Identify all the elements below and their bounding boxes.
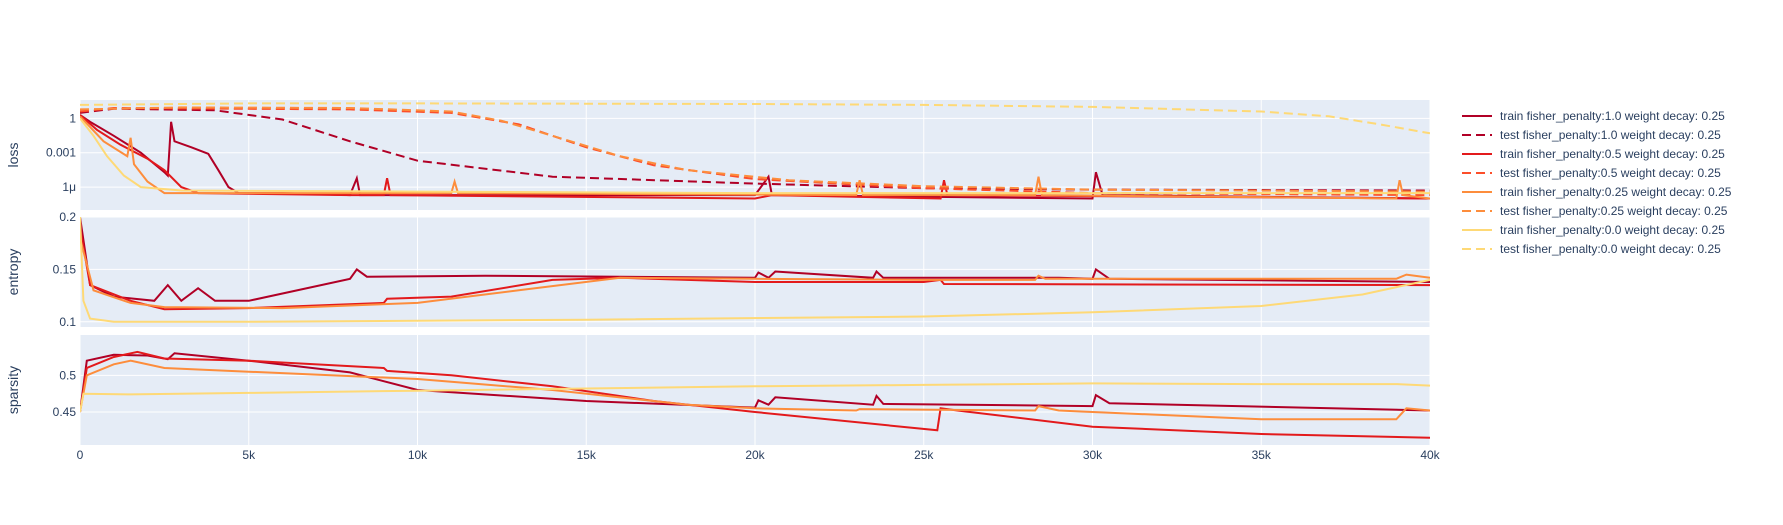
series-4-loss-line [80,115,1430,200]
x-tick-label: 25k [914,448,934,462]
x-axis-ticks: 0 5k 10k 15k 20k 25k 30k 35k 40k [77,448,1441,462]
y-axis-label-loss: loss [5,143,21,168]
x-tick-label: 35k [1252,448,1272,462]
series-6-sparsity-line [80,382,1430,413]
y-axis-label-entropy: entropy [5,249,21,296]
y-axis-labels: loss entropy sparsity [5,143,21,415]
series-layer [80,102,1430,439]
x-tick-label: 10k [408,448,428,462]
y-tick-label: 0.2 [59,210,76,224]
legend-item-label: test fisher_penalty:0.0 weight decay: 0.… [1500,242,1721,256]
series-6-loss-line [80,117,1430,195]
legend-item-label: test fisher_penalty:0.25 weight decay: 0… [1500,204,1728,218]
x-tick-label: 0 [77,448,84,462]
series-2-sparsity-line [80,350,1430,439]
y-axis-label-sparsity: sparsity [5,366,21,414]
y-axis-ticks: 1 0.001 1μ 0.2 0.15 0.1 0.5 0.45 [46,111,76,419]
series-4-sparsity-line [80,359,1430,421]
legend-item-label: test fisher_penalty:0.5 weight decay: 0.… [1500,166,1721,180]
legend-item-label: train fisher_penalty:0.0 weight decay: 0… [1500,223,1725,237]
y-tick-label: 0.15 [53,262,77,276]
series-7-loss-line [80,102,1430,135]
series-6-entropy-line [80,217,1430,323]
x-tick-label: 20k [745,448,765,462]
series-3-loss-line [80,106,1430,197]
series-1-loss-line [80,107,1430,192]
x-tick-label: 15k [577,448,597,462]
legend-item-label: train fisher_penalty:0.25 weight decay: … [1500,185,1732,199]
y-tick-label: 0.001 [46,146,76,160]
y-tick-label: 0.5 [59,368,76,382]
x-tick-label: 30k [1083,448,1103,462]
legend-item-label: train fisher_penalty:0.5 weight decay: 0… [1500,147,1725,161]
y-tick-label: 0.1 [59,315,76,329]
x-tick-label: 40k [1420,448,1440,462]
series-4-entropy-line [80,237,1430,310]
legend-item-label: train fisher_penalty:1.0 weight decay: 0… [1500,109,1725,123]
series-5-loss-line [80,106,1430,193]
y-tick-label: 0.45 [53,405,77,419]
y-tick-label: 1 [69,111,76,125]
legend-item-label: test fisher_penalty:1.0 weight decay: 0.… [1500,128,1721,142]
y-tick-label: 1μ [62,180,76,194]
x-tick-label: 5k [242,448,256,462]
legend: train fisher_penalty:1.0 weight decay: 0… [1462,109,1732,256]
